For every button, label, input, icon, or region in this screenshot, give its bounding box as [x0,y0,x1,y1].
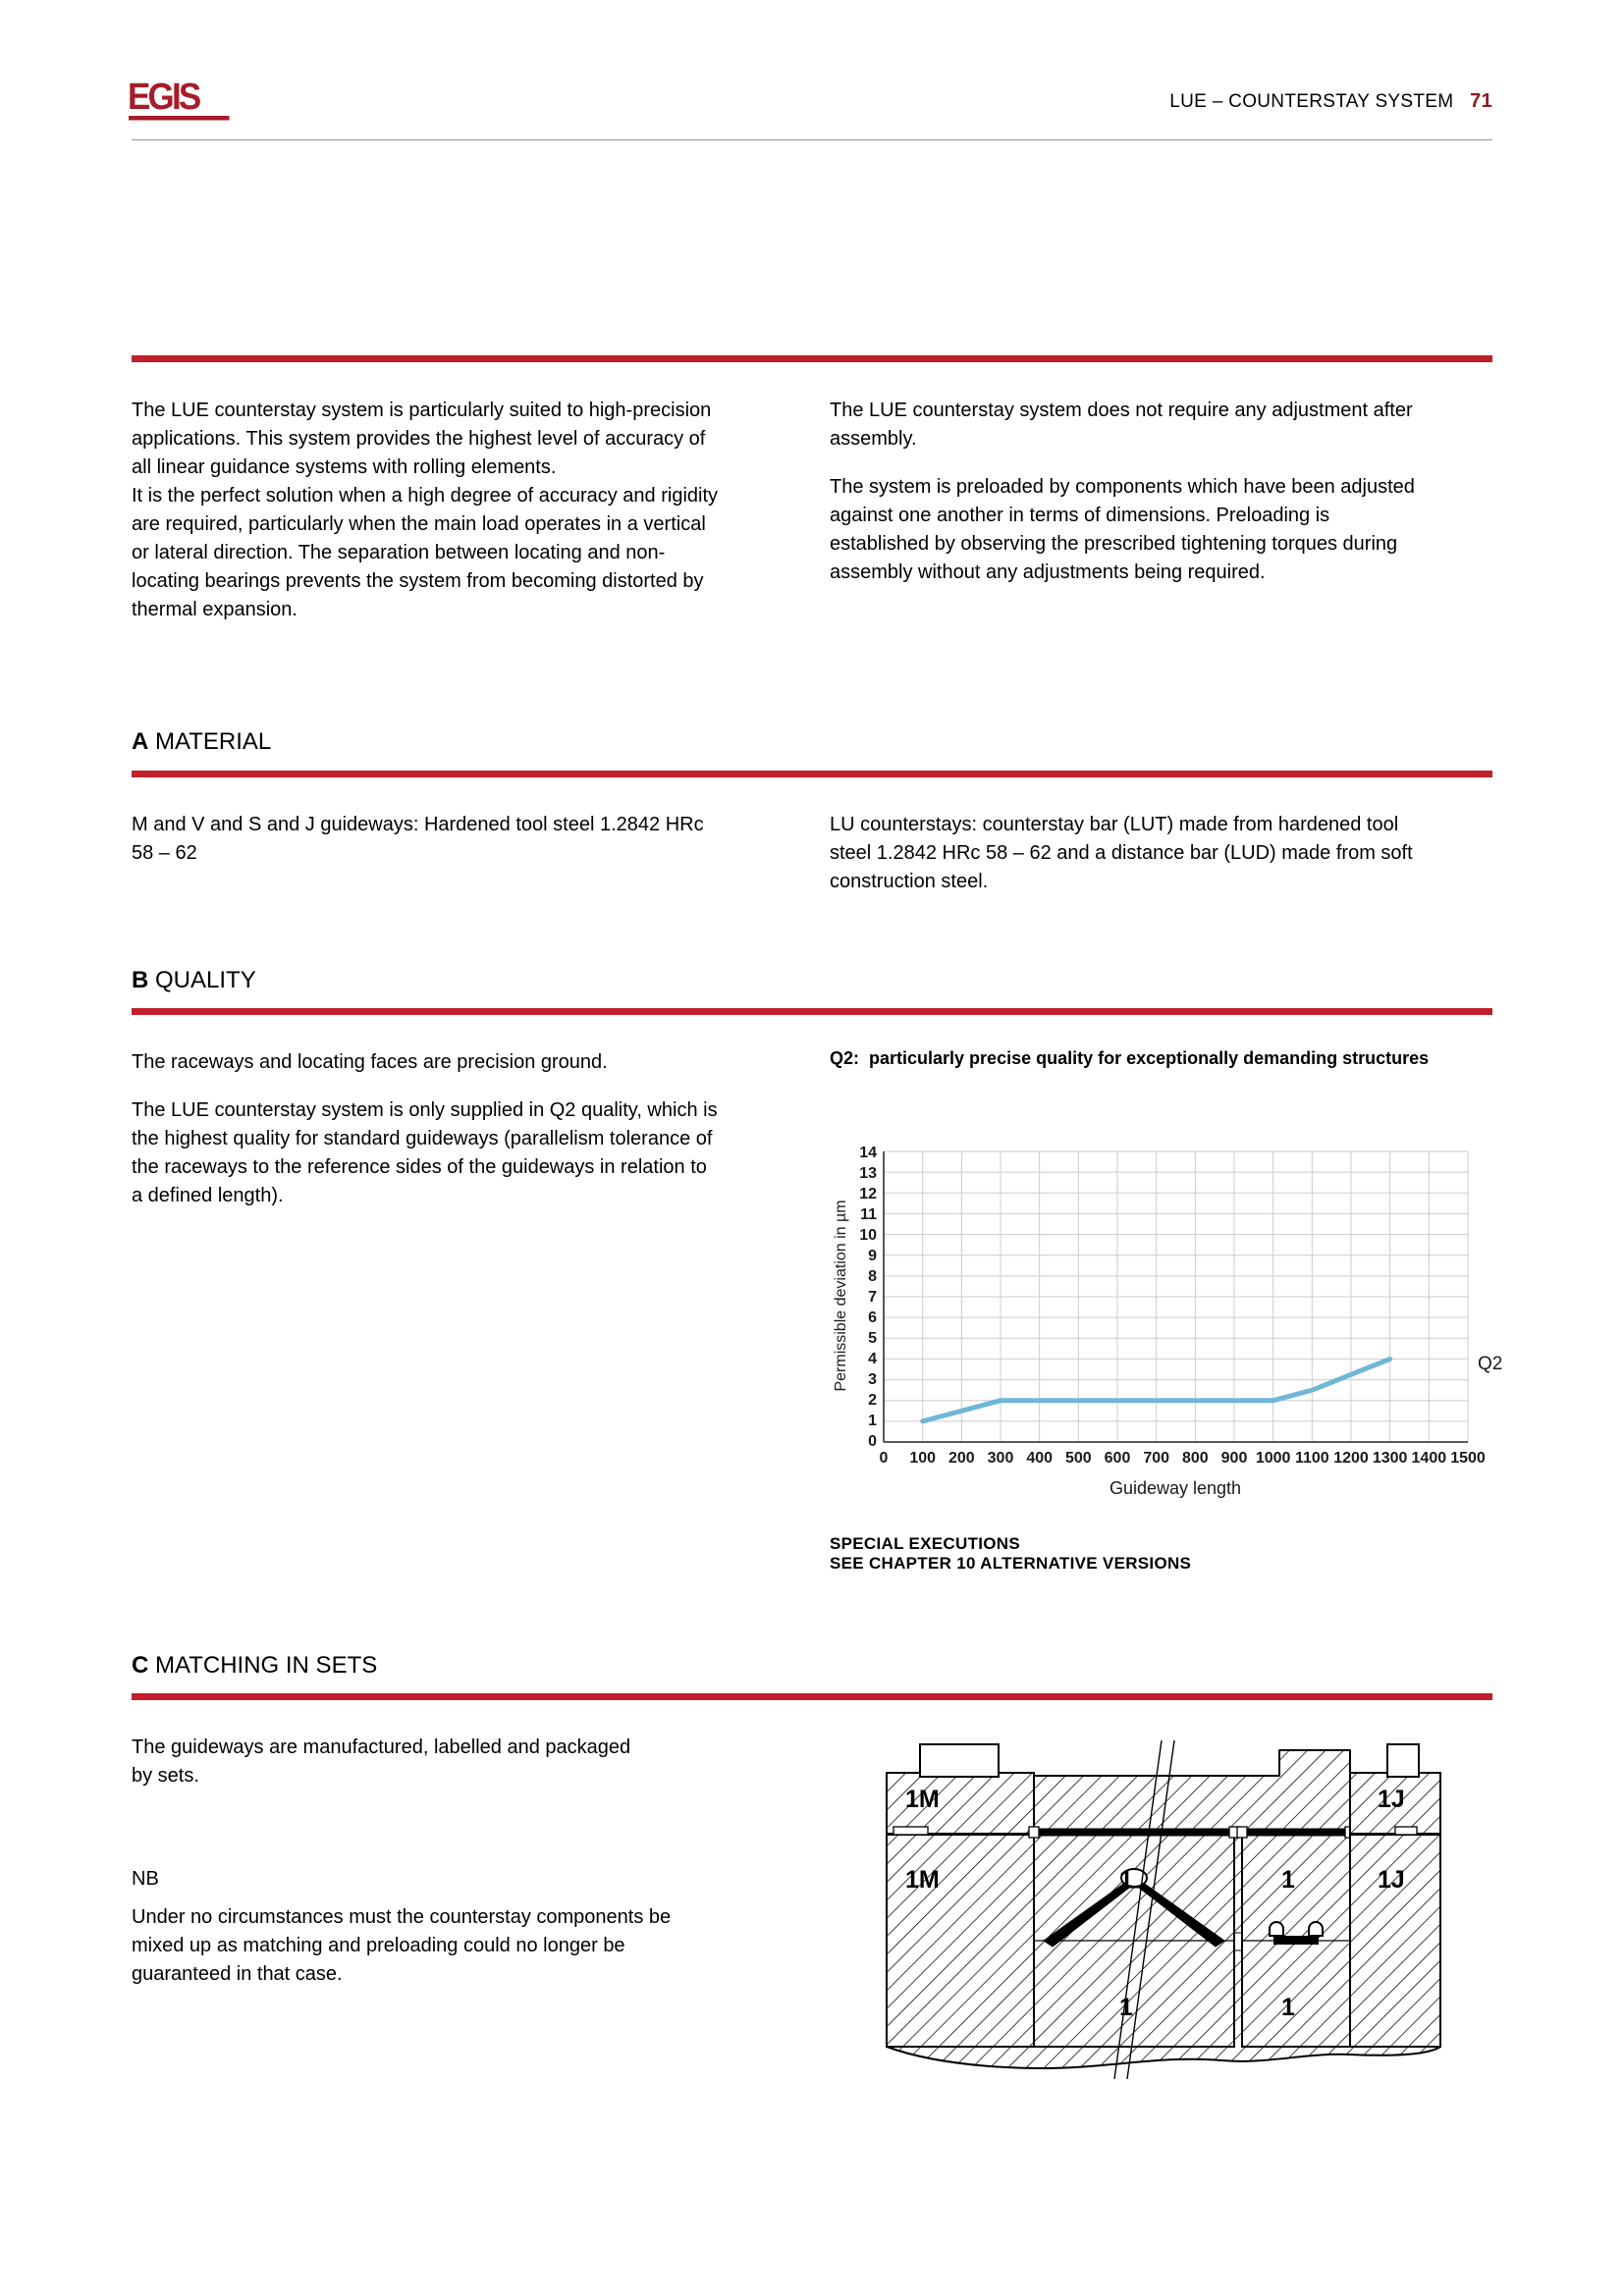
svg-text:9: 9 [868,1248,877,1264]
svg-text:600: 600 [1105,1450,1131,1467]
svg-text:1400: 1400 [1412,1450,1447,1467]
svg-text:Q2: Q2 [1478,1354,1502,1374]
svg-text:10: 10 [859,1227,877,1244]
svg-text:0: 0 [880,1450,889,1467]
svg-text:14: 14 [859,1145,877,1161]
svg-text:Guideway length: Guideway length [1110,1478,1241,1498]
svg-text:1: 1 [868,1413,877,1429]
svg-text:1M: 1M [905,1866,940,1894]
svg-text:400: 400 [1026,1450,1053,1467]
svg-text:500: 500 [1065,1450,1092,1467]
svg-text:11: 11 [860,1206,877,1223]
svg-text:7: 7 [868,1289,877,1306]
svg-text:300: 300 [988,1450,1014,1467]
svg-text:1: 1 [1281,1994,1295,2021]
svg-text:200: 200 [948,1450,975,1467]
svg-text:700: 700 [1143,1450,1169,1467]
svg-text:EGIS: EGIS [128,77,200,117]
svg-text:1200: 1200 [1333,1450,1369,1467]
svg-text:900: 900 [1221,1450,1248,1467]
svg-text:800: 800 [1182,1450,1209,1467]
svg-text:8: 8 [868,1268,877,1285]
svg-text:1M: 1M [905,1786,940,1813]
svg-text:5: 5 [868,1330,877,1347]
svg-text:1100: 1100 [1295,1450,1329,1467]
svg-text:13: 13 [859,1165,877,1182]
svg-text:3: 3 [868,1371,877,1388]
svg-text:1500: 1500 [1450,1450,1486,1467]
svg-text:1J: 1J [1378,1866,1405,1894]
svg-text:2: 2 [868,1392,877,1409]
svg-text:1000: 1000 [1256,1450,1291,1467]
svg-text:12: 12 [859,1186,877,1202]
svg-text:1: 1 [1281,1866,1295,1894]
svg-text:6: 6 [868,1309,877,1326]
svg-text:1: 1 [1119,1866,1133,1894]
svg-text:1J: 1J [1378,1786,1405,1813]
svg-text:1: 1 [1119,1994,1133,2021]
svg-text:Permissible deviation in µm: Permissible deviation in µm [833,1200,849,1391]
svg-text:0: 0 [868,1433,877,1450]
svg-text:100: 100 [909,1450,936,1467]
svg-text:4: 4 [868,1351,877,1367]
svg-text:1300: 1300 [1373,1450,1408,1467]
